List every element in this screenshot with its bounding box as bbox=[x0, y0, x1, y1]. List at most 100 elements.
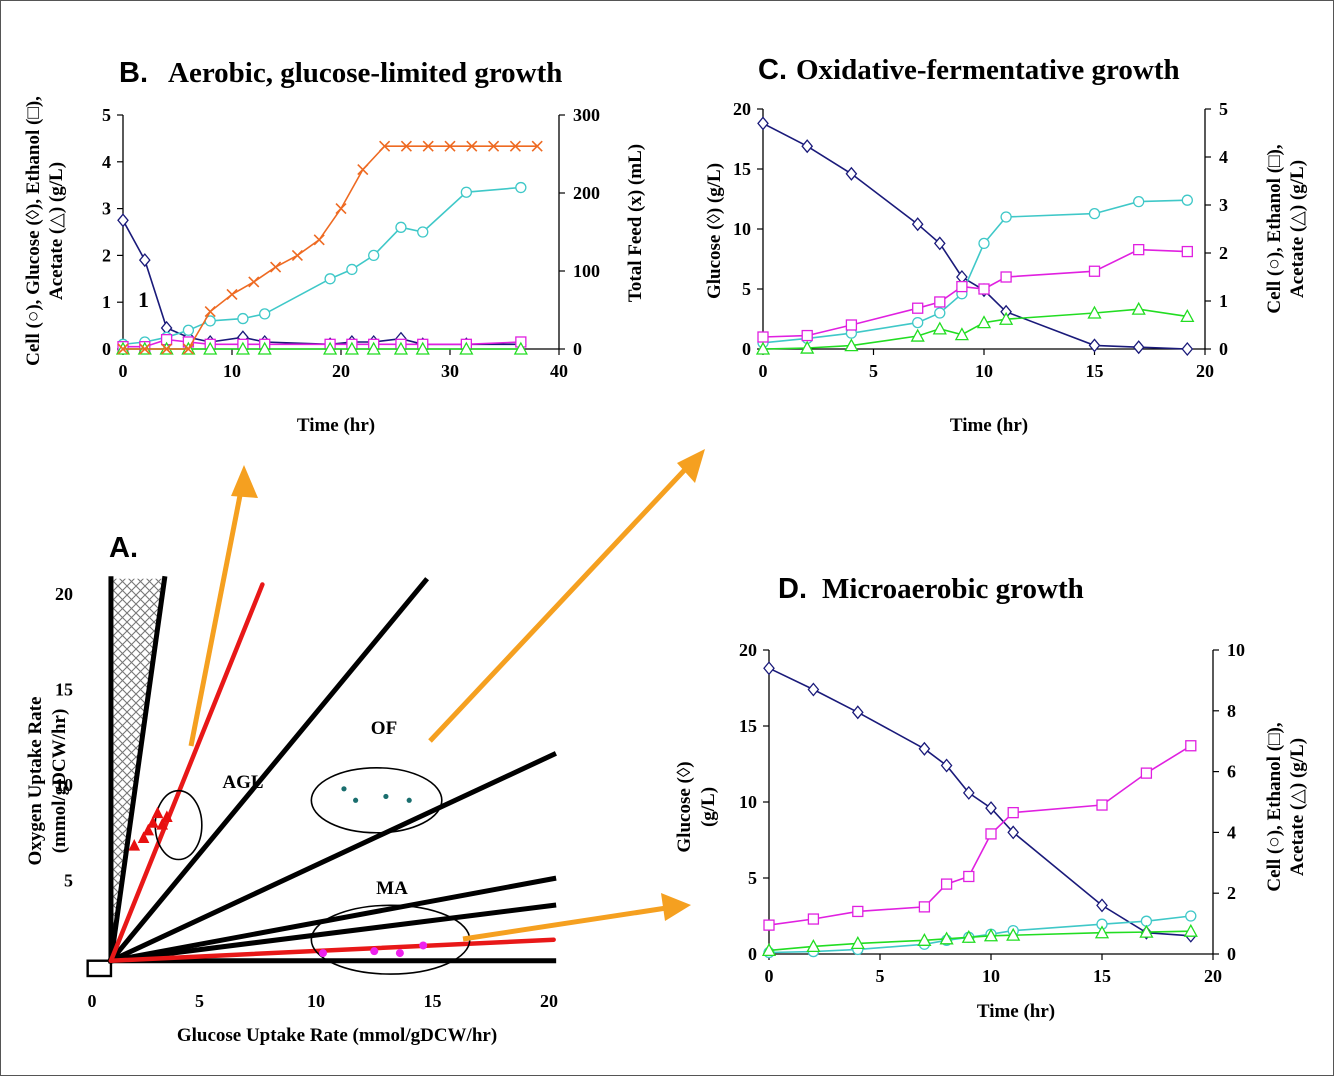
panel-a-xtick-label: 20 bbox=[540, 991, 558, 1011]
panel-b-series-glucose-point bbox=[140, 254, 150, 266]
panel-b-ylabel-left-line1: Cell (○), Glucose (◊), Ethanol (□), bbox=[23, 96, 44, 366]
panel-d-xtick-label: 0 bbox=[765, 966, 774, 986]
panel-c-ytick-right-label: 1 bbox=[1219, 291, 1228, 311]
panel-a: A. 5 10 15 20 5 10 15 20 0 AGL OF MA Glucose Up… bbox=[25, 532, 558, 1046]
of-point bbox=[341, 786, 346, 791]
region-ellipse-ma bbox=[311, 905, 469, 974]
panel-c-series-ethanol-point bbox=[913, 303, 923, 313]
panel-d-xtick-label: 15 bbox=[1093, 966, 1111, 986]
panel-b-xtick-label: 10 bbox=[223, 361, 241, 381]
panel-c-series-cell-point bbox=[979, 238, 989, 248]
panel-b-series-total-feed-point bbox=[271, 262, 281, 272]
panel-c-series-glucose-point bbox=[1182, 343, 1192, 355]
panel-b-ytick-left-label: 1 bbox=[102, 292, 111, 312]
panel-d-ytick-left-label: 20 bbox=[739, 640, 757, 660]
panel-c-series-cell-point bbox=[913, 318, 923, 328]
panel-c-ytick-left-label: 0 bbox=[742, 339, 751, 359]
panel-b-ytick-right-label: 300 bbox=[573, 105, 600, 125]
panel-c-series-acetate-point bbox=[912, 330, 924, 341]
panel-c-xtick-label: 5 bbox=[869, 361, 878, 381]
panel-b-series-cell-point bbox=[347, 264, 357, 274]
panel-a-xtick-label: 15 bbox=[424, 991, 442, 1011]
ma-point bbox=[419, 941, 427, 949]
link-arrow-head bbox=[677, 449, 705, 483]
panel-a-ytick-label: 20 bbox=[55, 584, 73, 604]
panel-a-xlabel: Glucose Uptake Rate (mmol/gDCW/hr) bbox=[177, 1025, 497, 1046]
panel-b-series-total-feed-point bbox=[227, 289, 237, 299]
boundary-line bbox=[111, 754, 554, 960]
panel-d-series-cell-point bbox=[1141, 916, 1151, 926]
panel-c-series-ethanol-point bbox=[1001, 272, 1011, 282]
panel-link-arrows bbox=[191, 449, 705, 939]
panel-b-xtick-label: 0 bbox=[119, 361, 128, 381]
panel-d-ytick-left-label: 10 bbox=[739, 792, 757, 812]
link-arrow-head bbox=[661, 893, 691, 921]
panel-c-series-cell-line bbox=[763, 200, 1187, 343]
ma-point bbox=[396, 949, 404, 957]
panel-b-xtick-label: 20 bbox=[332, 361, 350, 381]
region-label-ma: MA bbox=[376, 878, 408, 899]
panel-d-ylabel-right-line2: Acetate (△) (g/L) bbox=[1287, 738, 1308, 876]
panel-c-series-glucose-line bbox=[763, 123, 1187, 349]
ma-point bbox=[370, 947, 378, 955]
panel-b-series-total-feed-point bbox=[358, 165, 368, 175]
panel-c-ylabel-left-text: Glucose (◊) (g/L) bbox=[704, 163, 725, 299]
panel-b-series-total-feed-point bbox=[249, 277, 259, 287]
panel-b-series-cell-point bbox=[260, 309, 270, 319]
panel-c-series-ethanol-point bbox=[1134, 245, 1144, 255]
region-label-agl: AGL bbox=[222, 772, 263, 793]
of-point bbox=[383, 794, 388, 799]
panel-d-ytick-left-label: 5 bbox=[748, 868, 757, 888]
link-arrow-shaft bbox=[191, 475, 244, 746]
panel-b-ytick-right-label: 200 bbox=[573, 183, 600, 203]
link-arrow-head bbox=[231, 465, 258, 498]
panel-c-series-cell-point bbox=[1182, 195, 1192, 205]
panel-d-series-glucose-point bbox=[853, 706, 863, 718]
panel-c-ylabel-right: Cell (○), Ethanol (□), Acetate (△) (g/L) bbox=[1264, 144, 1308, 313]
panel-b-series-total-feed-line bbox=[123, 146, 537, 349]
panel-d-ylabel-left-line2: (g/L) bbox=[698, 787, 719, 827]
panel-b-series-total-feed-point bbox=[292, 250, 302, 260]
agl-point bbox=[129, 840, 139, 850]
panel-c-xtick-label: 0 bbox=[759, 361, 768, 381]
panel-c-ytick-left-label: 10 bbox=[733, 219, 751, 239]
panel-c-ytick-left-label: 5 bbox=[742, 279, 751, 299]
panel-a-ylabel-line2: (mmol/gDCW/hr) bbox=[49, 709, 70, 854]
of-point bbox=[407, 798, 412, 803]
origin-box bbox=[88, 961, 111, 976]
panel-d-xtick-label: 20 bbox=[1204, 966, 1222, 986]
panel-b-xtick-label: 30 bbox=[441, 361, 459, 381]
panel-b-series-cell-point bbox=[238, 314, 248, 324]
panel-b-series-cell-point bbox=[369, 250, 379, 260]
panel-c-series-ethanol-point bbox=[1090, 266, 1100, 276]
panel-b-ytick-left-label: 2 bbox=[102, 245, 111, 265]
panel-a-xtick-label: 5 bbox=[195, 991, 204, 1011]
panel-b-series-cell-point bbox=[461, 187, 471, 197]
panel-c-ytick-left-label: 15 bbox=[733, 159, 751, 179]
panel-c-series-ethanol-point bbox=[935, 297, 945, 307]
panel-b-series-cell-point bbox=[325, 274, 335, 284]
panel-c-ytick-right-label: 3 bbox=[1219, 195, 1228, 215]
panel-c-letter: C. bbox=[758, 54, 787, 86]
panel-a-ylabel: Oxygen Uptake Rate (mmol/gDCW/hr) bbox=[25, 697, 70, 866]
panel-c-series-ethanol-point bbox=[802, 331, 812, 341]
region-label-of: OF bbox=[371, 718, 397, 739]
panel-d-xtick-label: 5 bbox=[876, 966, 885, 986]
panel-d-series-ethanol-point bbox=[919, 902, 929, 912]
panel-c-title: Oxidative-fermentative growth bbox=[796, 54, 1180, 86]
panel-c-series-ethanol-point bbox=[957, 282, 967, 292]
panel-c-series-ethanol-point bbox=[979, 284, 989, 294]
panel-d-series-ethanol-line bbox=[769, 746, 1191, 925]
panel-b-ylabel-left: Cell (○), Glucose (◊), Ethanol (□), Acet… bbox=[23, 96, 67, 366]
panel-d-series-glucose-point bbox=[1097, 899, 1107, 911]
panel-b-letter: B. bbox=[119, 57, 148, 89]
panel-d-ytick-right-label: 8 bbox=[1227, 701, 1236, 721]
panel-d-series-ethanol-point bbox=[1141, 768, 1151, 778]
panel-b-ylabel-right: Total Feed (x) (mL) bbox=[625, 144, 646, 302]
panel-b-series-total-feed-point bbox=[336, 204, 346, 214]
panel-a-ytick-label: 15 bbox=[55, 680, 73, 700]
